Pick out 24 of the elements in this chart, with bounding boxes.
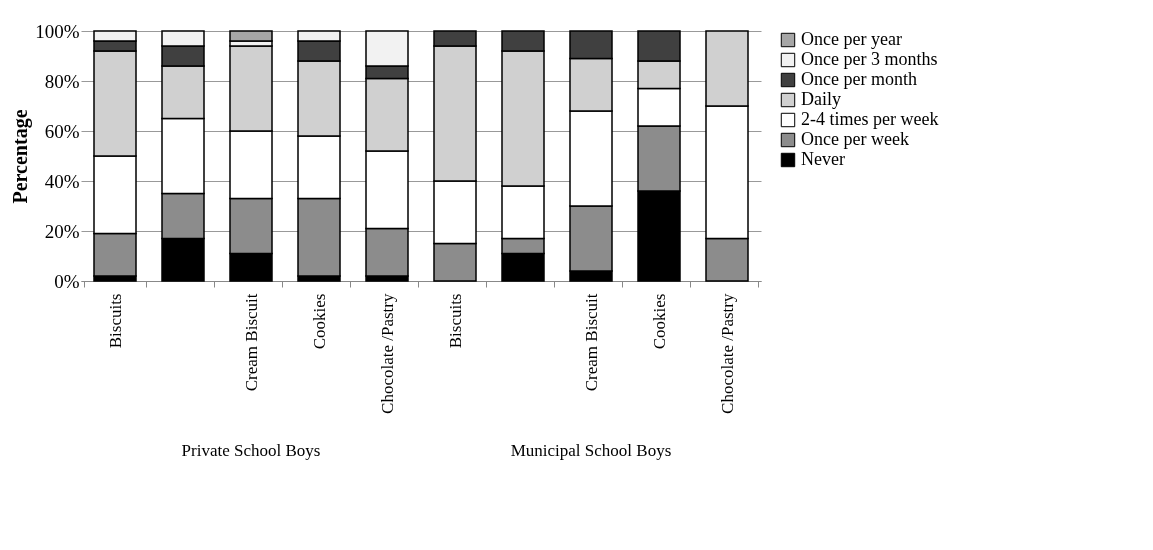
y-tick-label: 100%: [35, 20, 80, 42]
legend-label: Once per 3 months: [801, 49, 938, 69]
legend-label: Never: [801, 149, 845, 169]
x-tick-label: Cookies: [309, 293, 329, 350]
legend-label: Once per month: [801, 69, 917, 89]
y-tick-label: 20%: [44, 220, 80, 242]
text: Private School Boys: [181, 441, 321, 460]
x-tick-label: Cookies: [649, 293, 669, 350]
legend-label: Once per week: [801, 129, 909, 149]
x-tick-label: Chocolate /Pastry: [377, 293, 397, 414]
y-tick-label: 0%: [54, 270, 80, 292]
y-tick-label: 60%: [44, 120, 80, 142]
x-tick-label: Cream Biscuit: [581, 293, 601, 392]
y-tick-label: 40%: [44, 170, 80, 192]
y-axis-title: Percentage: [9, 109, 33, 204]
x-tick-label: Cream Biscuit: [241, 293, 261, 392]
x-tick-label: Chocolate /Pastry: [717, 293, 737, 414]
text: Municipal School Boys: [510, 441, 672, 460]
y-tick-label: 80%: [44, 70, 80, 92]
legend-label: 2-4 times per week: [801, 109, 939, 129]
legend-label: Daily: [801, 89, 841, 109]
x-tick-label: Biscuits: [445, 293, 465, 349]
x-tick-label: Biscuits: [105, 293, 125, 349]
legend-label: Once per year: [801, 29, 902, 49]
